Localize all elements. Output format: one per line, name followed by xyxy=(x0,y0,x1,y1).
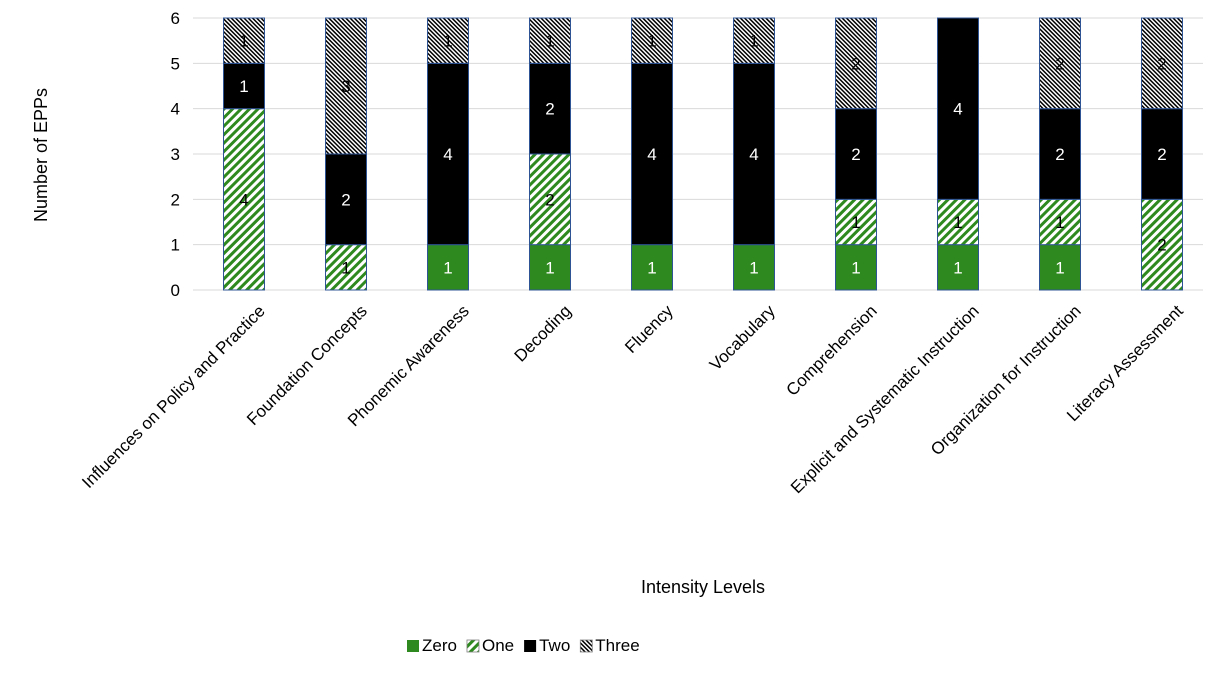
data-label: 1 xyxy=(239,32,248,51)
legend-label: Three xyxy=(595,636,639,655)
data-label: 4 xyxy=(239,190,248,209)
bar-segment-three xyxy=(733,17,775,64)
bars xyxy=(223,17,1183,291)
legend-item-zero: Zero xyxy=(407,636,457,655)
legend-item-three: Three xyxy=(579,636,640,655)
data-label: 4 xyxy=(953,100,962,119)
data-label: 1 xyxy=(1055,258,1064,277)
bar-segment-three xyxy=(1141,17,1183,110)
bar-segment-one xyxy=(529,153,571,246)
bar-segment-one xyxy=(325,244,367,291)
bar-segment-two xyxy=(835,108,877,200)
bar-segment-two xyxy=(733,62,775,246)
bar-segment-three xyxy=(1039,17,1081,110)
y-axis-title: Number of EPPs xyxy=(31,88,51,222)
bar-segment-zero xyxy=(835,244,877,291)
y-axis-ticks: 0 1 2 3 4 5 6 xyxy=(171,9,180,300)
bar-segment-three xyxy=(325,17,367,155)
data-label: 1 xyxy=(443,258,452,277)
x-tick-label: Comprehension xyxy=(783,301,881,399)
x-tick-label: Explicit and Systematic Instruction xyxy=(787,301,983,497)
legend-label: One xyxy=(482,636,514,655)
bar-segment-three xyxy=(529,17,571,64)
data-label: 1 xyxy=(851,213,860,232)
data-label: 1 xyxy=(647,258,656,277)
x-axis-title: Intensity Levels xyxy=(641,577,765,597)
data-label: 1 xyxy=(545,258,554,277)
legend-swatch xyxy=(579,639,593,653)
x-axis-ticks: Influences on Policy and PracticeFoundat… xyxy=(78,301,1187,497)
legend-item-one: One xyxy=(466,636,514,655)
bar-segment-one xyxy=(223,108,265,291)
data-label: 3 xyxy=(341,77,350,96)
bar-segment-two xyxy=(427,62,469,246)
legend-swatch xyxy=(466,639,480,653)
y-tick-label: 2 xyxy=(171,190,180,209)
bar-segment-two xyxy=(325,153,367,246)
y-tick-label: 0 xyxy=(171,281,180,300)
data-label: 2 xyxy=(1055,54,1064,73)
data-label: 1 xyxy=(443,32,452,51)
x-tick-label: Fluency xyxy=(621,301,677,357)
legend-swatch xyxy=(407,640,419,652)
bar-segment-two xyxy=(937,17,979,200)
legend-swatch xyxy=(524,640,537,652)
bar-segment-three xyxy=(223,17,265,64)
x-tick-label: Decoding xyxy=(511,301,575,365)
bar-segment-one xyxy=(937,198,979,246)
bar-segment-three xyxy=(835,17,877,110)
data-label: 2 xyxy=(851,54,860,73)
data-label: 2 xyxy=(1157,54,1166,73)
bar-segment-three xyxy=(427,17,469,64)
x-tick-label: Literacy Assessment xyxy=(1063,301,1187,425)
data-label: 1 xyxy=(953,258,962,277)
data-label: 1 xyxy=(749,258,758,277)
bar-segment-two xyxy=(631,62,673,246)
data-label: 2 xyxy=(545,100,554,119)
x-tick-label: Influences on Policy and Practice xyxy=(78,301,269,492)
data-labels: 4 1 1 1 2 3 1 4 1 1 2 2 1 1 4 1 1 4 1 1 1 2 2 1 1 4 1 1 2 2 2 2 2 xyxy=(239,32,1166,278)
data-label: 1 xyxy=(749,32,758,51)
bar-segment-zero xyxy=(529,244,571,291)
data-label: 1 xyxy=(851,258,860,277)
bar-segment-one xyxy=(835,198,877,246)
data-label: 4 xyxy=(443,145,452,164)
legend-item-two: Two xyxy=(524,636,570,655)
data-label: 1 xyxy=(953,213,962,232)
data-label: 2 xyxy=(1055,145,1064,164)
data-label: 2 xyxy=(1157,145,1166,164)
bar-segment-zero xyxy=(427,244,469,291)
data-label: 4 xyxy=(749,145,758,164)
y-tick-label: 3 xyxy=(171,145,180,164)
bar-segment-zero xyxy=(937,244,979,291)
bar-segment-two xyxy=(1039,108,1081,200)
legend-label: Two xyxy=(539,636,570,655)
data-label: 4 xyxy=(647,145,656,164)
data-label: 2 xyxy=(341,190,350,209)
bar-segment-zero xyxy=(631,244,673,291)
data-label: 2 xyxy=(1157,236,1166,255)
data-label: 2 xyxy=(851,145,860,164)
bar-segment-three xyxy=(631,17,673,64)
y-tick-label: 4 xyxy=(171,100,180,119)
legend: Zero One Two Three xyxy=(407,636,640,655)
data-label: 1 xyxy=(545,32,554,51)
y-tick-label: 1 xyxy=(171,236,180,255)
legend-label: Zero xyxy=(422,636,457,655)
bar-segment-zero xyxy=(733,244,775,291)
y-tick-label: 5 xyxy=(171,54,180,73)
y-tick-label: 6 xyxy=(171,9,180,28)
data-label: 2 xyxy=(545,190,554,209)
data-label: 1 xyxy=(647,32,656,51)
bar-segment-two xyxy=(529,62,571,155)
data-label: 1 xyxy=(239,77,248,96)
data-label: 1 xyxy=(341,258,350,277)
x-tick-label: Vocabulary xyxy=(706,301,779,374)
bar-segment-two xyxy=(223,62,265,110)
bar-segment-one xyxy=(1039,198,1081,246)
data-label: 1 xyxy=(1055,213,1064,232)
